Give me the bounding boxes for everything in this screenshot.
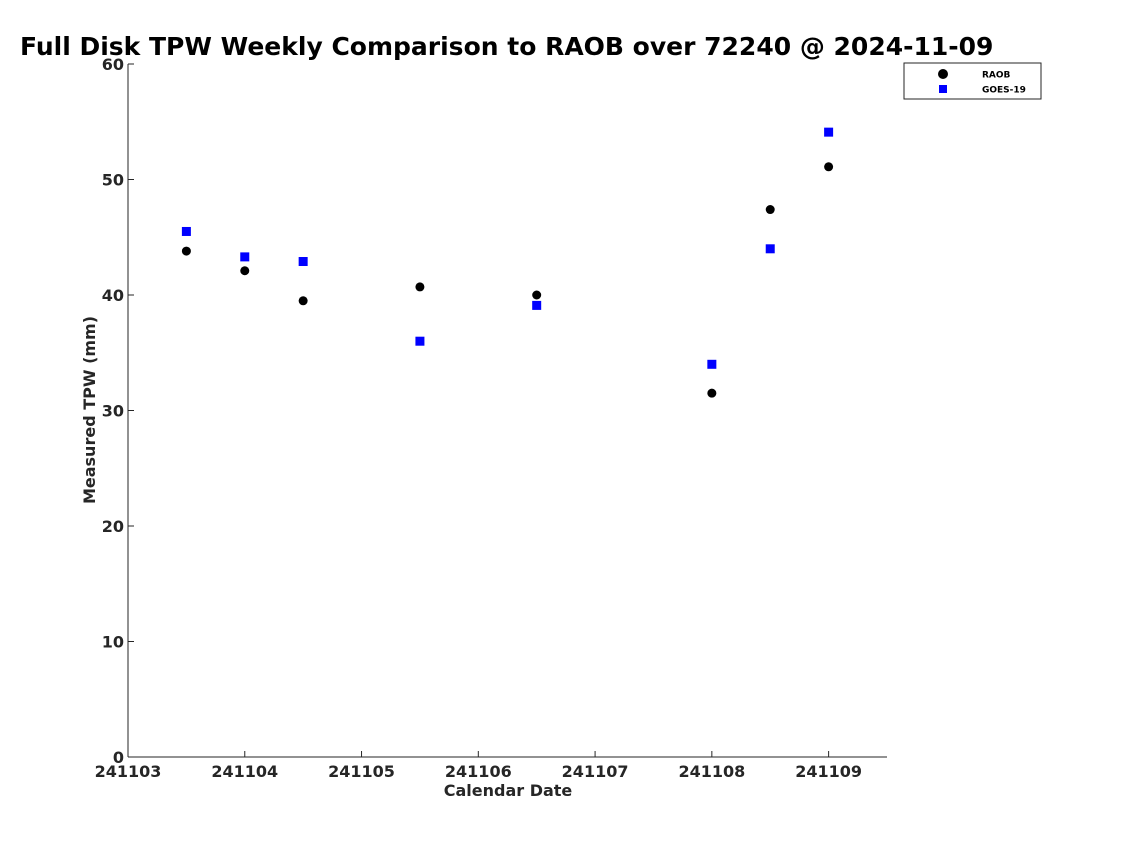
raob-point xyxy=(824,162,834,172)
data-points xyxy=(181,127,834,398)
raob-point xyxy=(415,282,425,292)
y-tick-label: 40 xyxy=(102,286,124,305)
goes-19-point xyxy=(240,252,250,262)
legend-entries: RAOB GOES-19 xyxy=(938,69,1026,96)
raob-point xyxy=(765,205,775,215)
legend-marker-raob xyxy=(938,69,948,79)
raob-point xyxy=(298,296,308,306)
y-tick-label: 0 xyxy=(113,748,124,767)
x-axis-label: Calendar Date xyxy=(444,781,573,800)
chart-title: Full Disk TPW Weekly Comparison to RAOB … xyxy=(20,32,993,61)
x-tick-label: 241103 xyxy=(95,762,162,781)
x-tick-label: 241107 xyxy=(562,762,629,781)
goes-19-point xyxy=(298,257,308,267)
legend: RAOB GOES-19 xyxy=(903,62,1042,100)
raob-point xyxy=(181,246,191,256)
legend-marker-goes-19 xyxy=(939,85,947,93)
goes-19-point xyxy=(415,336,425,346)
y-axis-ticks: 0 10 20 30 40 50 60 xyxy=(102,55,134,767)
y-tick-label: 50 xyxy=(102,171,124,190)
x-tick-label: 241108 xyxy=(678,762,745,781)
goes-19-point xyxy=(765,244,775,254)
y-axis-label: Measured TPW (mm) xyxy=(80,316,99,504)
plot-frame xyxy=(127,64,887,758)
y-tick-label: 30 xyxy=(102,402,124,421)
goes-19-point xyxy=(824,127,834,137)
legend-label-raob: RAOB xyxy=(982,71,1011,81)
raob-point xyxy=(240,266,250,276)
goes-19-point xyxy=(181,226,191,236)
x-tick-label: 241106 xyxy=(445,762,512,781)
y-tick-label: 10 xyxy=(102,633,124,652)
raob-point xyxy=(532,290,542,300)
raob-point xyxy=(707,388,717,398)
y-tick-label: 20 xyxy=(102,517,124,536)
x-axis-ticks: 241103 241104 241105 241106 241107 241108 2411… xyxy=(95,751,862,781)
y-tick-label: 60 xyxy=(102,55,124,74)
goes-19-point xyxy=(532,300,542,310)
goes-19-point xyxy=(707,359,717,369)
legend-box xyxy=(903,62,1042,100)
x-tick-label: 241104 xyxy=(211,762,278,781)
x-tick-label: 241105 xyxy=(328,762,395,781)
x-tick-label: 241109 xyxy=(795,762,862,781)
legend-label-goes-19: GOES-19 xyxy=(982,86,1026,96)
